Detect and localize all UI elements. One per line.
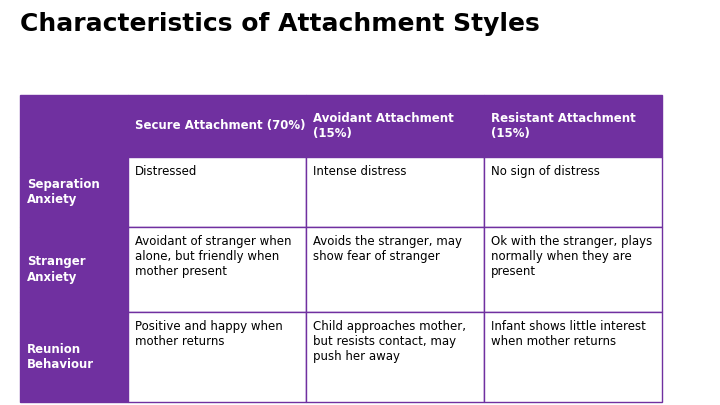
Bar	[306, 157, 484, 227]
Text: No sign of distress: No sign of distress	[491, 165, 600, 178]
Bar	[128, 227, 306, 312]
Bar	[20, 312, 128, 402]
Text: Stranger
Anxiety: Stranger Anxiety	[27, 256, 86, 284]
Bar	[306, 312, 484, 402]
Text: Reunion
Behaviour: Reunion Behaviour	[27, 343, 94, 371]
Text: Avoidant Attachment
(15%): Avoidant Attachment (15%)	[313, 112, 454, 140]
Text: Avoidant of stranger when
alone, but friendly when
mother present: Avoidant of stranger when alone, but fri…	[135, 235, 292, 278]
Bar	[128, 312, 306, 402]
Bar	[20, 95, 128, 157]
Bar	[306, 227, 484, 312]
Text: Distressed: Distressed	[135, 165, 197, 178]
Text: Secure Attachment (70%): Secure Attachment (70%)	[135, 119, 305, 132]
Text: Intense distress: Intense distress	[313, 165, 407, 178]
Bar	[128, 157, 306, 227]
Bar	[484, 227, 662, 312]
Text: Child approaches mother,
but resists contact, may
push her away: Child approaches mother, but resists con…	[313, 320, 466, 363]
Text: Infant shows little interest
when mother returns: Infant shows little interest when mother…	[491, 320, 646, 348]
Bar	[20, 157, 128, 227]
Text: Characteristics of Attachment Styles: Characteristics of Attachment Styles	[20, 12, 540, 36]
Bar	[20, 227, 128, 312]
Bar	[128, 95, 306, 157]
Text: Resistant Attachment
(15%): Resistant Attachment (15%)	[491, 112, 636, 140]
Bar	[484, 312, 662, 402]
Text: Avoids the stranger, may
show fear of stranger: Avoids the stranger, may show fear of st…	[313, 235, 462, 263]
Text: Ok with the stranger, plays
normally when they are
present: Ok with the stranger, plays normally whe…	[491, 235, 652, 278]
Bar	[306, 95, 484, 157]
Text: Positive and happy when
mother returns: Positive and happy when mother returns	[135, 320, 283, 348]
Text: Separation
Anxiety: Separation Anxiety	[27, 178, 100, 206]
Bar	[484, 157, 662, 227]
Bar	[484, 95, 662, 157]
